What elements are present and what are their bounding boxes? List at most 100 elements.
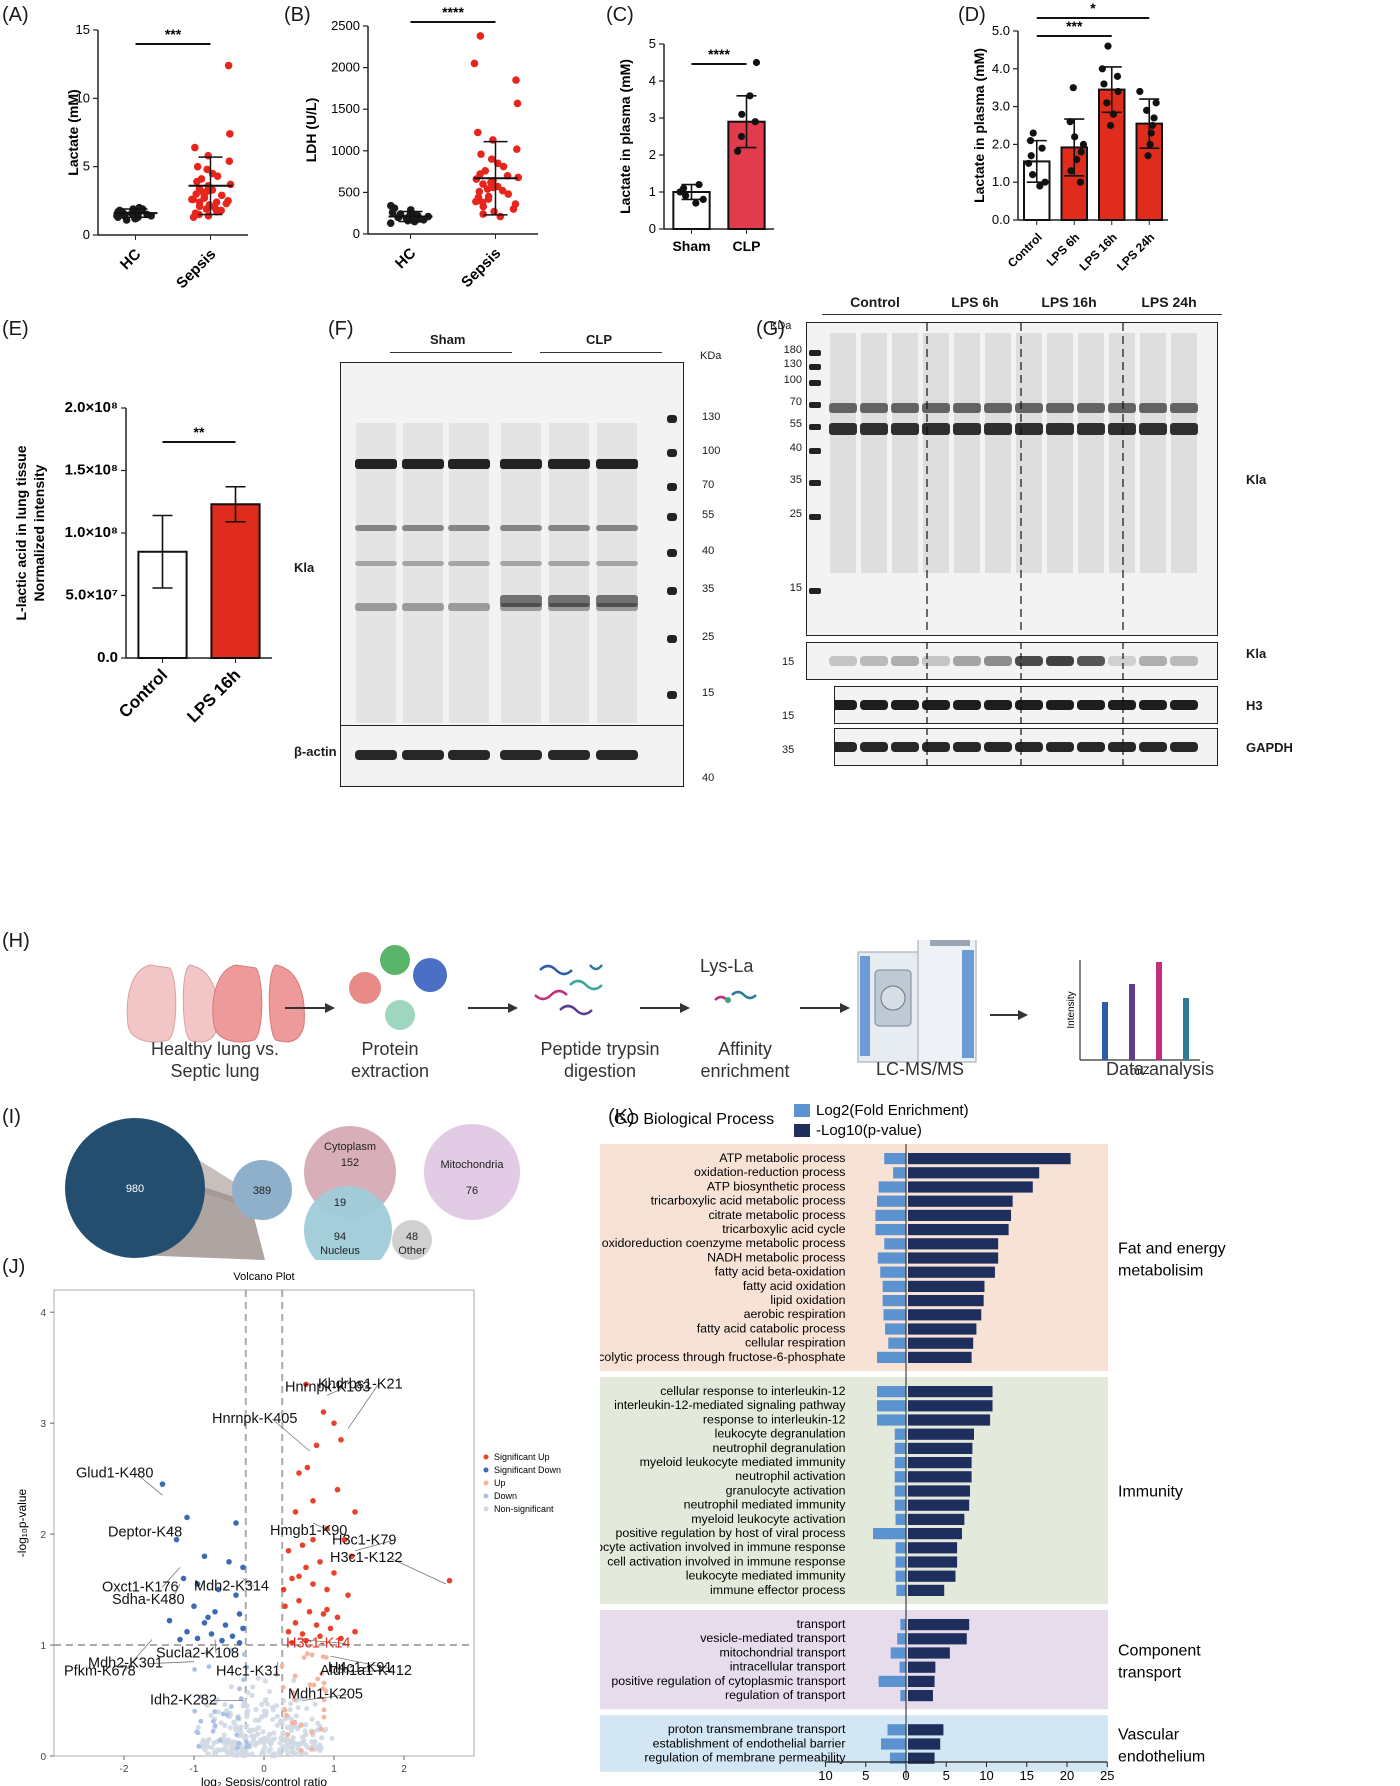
sig-down-point (173, 1536, 180, 1543)
data-point (680, 184, 688, 192)
actin-band (355, 750, 397, 760)
ladder-band (667, 635, 677, 643)
data-point (1067, 167, 1075, 175)
term-label: neutrophil mediated immunity (684, 1498, 847, 1512)
overlap-circle (232, 1160, 292, 1220)
ns-point (222, 1722, 228, 1728)
legend-label: Down (494, 1491, 517, 1501)
point-label: Sdha-K480 (112, 1592, 185, 1608)
strip-band (891, 656, 919, 666)
term-label: cellular response to interleukin-12 (660, 1384, 845, 1398)
ns-point (287, 1706, 293, 1713)
label-leader (326, 1387, 346, 1396)
sig-up-point (341, 1536, 348, 1543)
sig-up-point (313, 1442, 320, 1449)
point-label: Mdh2-K314 (194, 1578, 269, 1594)
ns-point (280, 1698, 287, 1704)
up-point (320, 1686, 326, 1691)
strip-band (953, 700, 981, 710)
ns-point (291, 1677, 297, 1683)
ns-point (228, 1684, 234, 1690)
down-point (198, 1718, 204, 1724)
y-tick-label: 3 (649, 110, 656, 125)
term-label: neutrophil activation (735, 1469, 845, 1483)
p-bar (908, 1528, 962, 1540)
y-tick-label: 1000 (331, 143, 360, 158)
up-point (309, 1730, 315, 1736)
down-point (212, 1709, 218, 1715)
up-point (315, 1676, 321, 1682)
step-1-line2: Septic lung (170, 1061, 260, 1081)
data-point (226, 130, 234, 138)
ladder-band (809, 514, 821, 520)
up-point (280, 1684, 286, 1690)
group-background (600, 1377, 1108, 1604)
sig-down-point (229, 1633, 236, 1639)
label-leader (330, 1670, 381, 1674)
data-point (1113, 72, 1122, 80)
p-bar (908, 1400, 993, 1412)
other-count: 48 (406, 1231, 418, 1243)
arrow-icon (468, 1003, 518, 1013)
blot-f-group-sham: Sham (430, 332, 466, 347)
y-tick-label: 0 (649, 221, 656, 236)
ns-point (288, 1701, 294, 1707)
up-point (319, 1671, 325, 1677)
term-label: fatty acid oxidation (743, 1279, 846, 1293)
ladder-band (809, 448, 821, 454)
point-label: H3c1-K14 (286, 1636, 350, 1652)
data-point (1038, 144, 1046, 152)
term-label: mitochondrial transport (719, 1645, 846, 1659)
data-point (213, 172, 222, 181)
legend-swatch (483, 1506, 489, 1512)
y-tick-label: 4.0 (992, 61, 1010, 76)
up-point (321, 1697, 327, 1703)
band (548, 525, 590, 531)
label-leader (330, 1655, 389, 1669)
down-point (244, 1744, 249, 1750)
fe-bar (896, 1584, 906, 1596)
legend-swatch (483, 1493, 489, 1499)
up-point (309, 1652, 315, 1658)
plot-frame (53, 1289, 475, 1757)
ns-point (278, 1735, 284, 1741)
strip-band (1108, 656, 1136, 666)
sig-down-point (177, 1636, 183, 1643)
ns-point (250, 1684, 256, 1690)
point-label: Glud1-K480 (76, 1465, 153, 1481)
panel-label-g: (G) (756, 318, 785, 340)
fe-bar (877, 1414, 906, 1426)
lane-smear (954, 333, 980, 573)
term-label: cell activation involved in immune respo… (607, 1554, 845, 1568)
sig-up-point (282, 1603, 288, 1610)
x-tick-label: 15 (1020, 1768, 1034, 1783)
mini-y-label: Intensity (1066, 991, 1077, 1028)
ns-point (312, 1739, 318, 1745)
sig-up-point (324, 1586, 330, 1593)
sig-up-point (352, 1509, 358, 1515)
term-label: response to interleukin-12 (703, 1412, 846, 1426)
ns-point (223, 1748, 230, 1754)
band (953, 403, 981, 413)
p-bar (908, 1252, 999, 1264)
blot-g-antibody-h3: H3 (1246, 698, 1263, 713)
ladder-band (809, 380, 821, 386)
data-point (682, 192, 690, 200)
down-point (211, 1718, 216, 1724)
lane-smear (1078, 333, 1104, 573)
nucleus-count: 94 (334, 1231, 346, 1243)
blot-g-group-line (922, 314, 1028, 315)
fe-bar (880, 1266, 906, 1278)
label-leader (302, 1694, 349, 1701)
y-tick-label: 1 (649, 184, 656, 199)
arrow-icon (990, 1010, 1028, 1020)
mass-spectrometer-icon (857, 929, 977, 1063)
blot-g-marker-label: 100 (783, 374, 802, 386)
p-bar (908, 1752, 935, 1764)
p-bar (908, 1542, 958, 1554)
fe-bar (900, 1619, 906, 1631)
point-label: Pfkm-K678 (64, 1664, 136, 1680)
band (355, 525, 397, 531)
sig-up-point (299, 1631, 306, 1637)
ns-point (309, 1716, 315, 1722)
